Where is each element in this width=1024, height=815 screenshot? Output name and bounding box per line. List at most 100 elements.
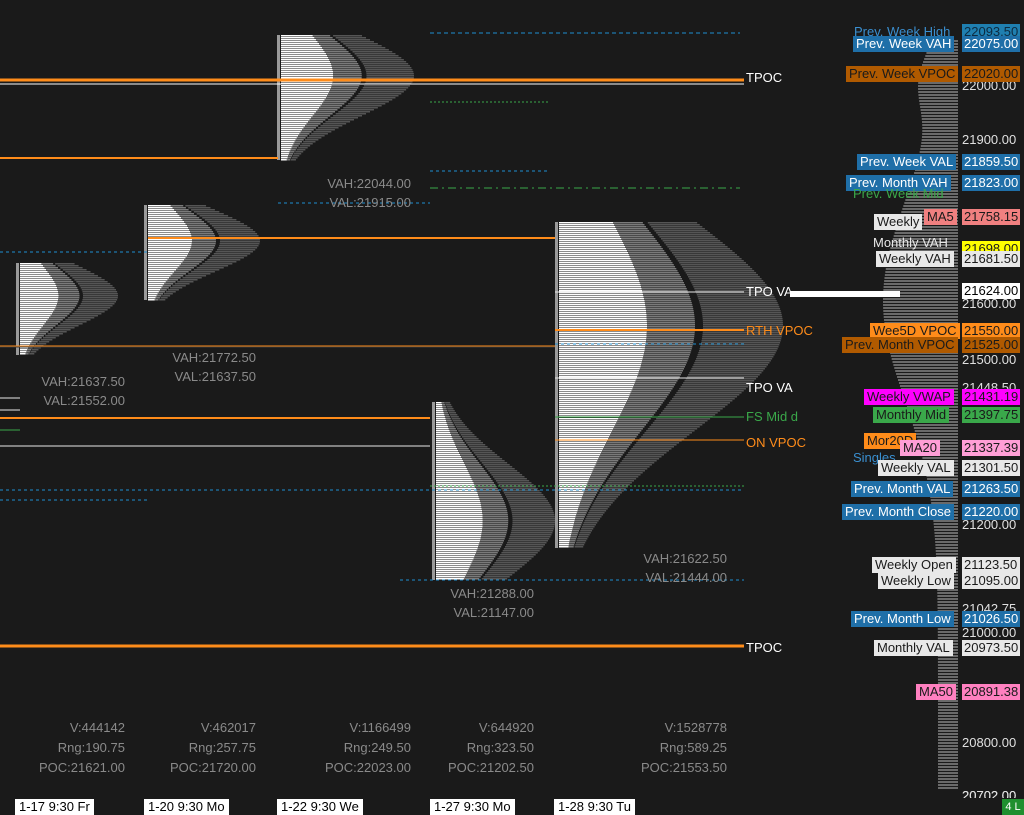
profile-bar bbox=[508, 538, 550, 540]
profile-bar bbox=[683, 268, 753, 270]
price-label: 21123.50 bbox=[962, 557, 1020, 573]
profile-bar bbox=[498, 484, 534, 486]
profile-bar bbox=[20, 343, 31, 345]
price-label: 21758.15 bbox=[962, 209, 1020, 225]
profile-bar bbox=[599, 456, 622, 458]
profile-bar bbox=[31, 341, 38, 343]
profile-bar bbox=[691, 282, 765, 284]
profile-bar bbox=[348, 47, 386, 49]
profile-bar bbox=[481, 534, 507, 536]
corner-badge[interactable]: 4 L bbox=[1002, 799, 1024, 815]
profile-bar bbox=[76, 309, 108, 311]
profile-bar bbox=[302, 129, 314, 131]
profile-bar bbox=[482, 520, 509, 522]
profile-bar bbox=[701, 338, 782, 340]
profile-bar bbox=[482, 516, 509, 518]
profile-bar bbox=[603, 486, 628, 488]
profile-bar bbox=[468, 472, 487, 474]
volume-bar bbox=[918, 88, 958, 90]
profile-bar bbox=[31, 349, 39, 351]
profile-bar bbox=[642, 434, 690, 436]
volume-bar bbox=[937, 589, 958, 591]
profile-bar bbox=[681, 384, 751, 386]
profile-bar bbox=[436, 462, 464, 464]
profile-bar bbox=[354, 97, 396, 99]
profile-bar bbox=[634, 382, 677, 384]
profile-bar bbox=[436, 500, 480, 502]
profile-bar bbox=[318, 127, 339, 129]
profile-bar bbox=[641, 364, 686, 366]
profile-bar bbox=[494, 478, 527, 480]
profile-bar bbox=[559, 344, 646, 346]
profile-bar bbox=[559, 448, 604, 450]
profile-bar bbox=[436, 530, 483, 532]
profile-bar bbox=[148, 287, 162, 289]
profile-bar bbox=[148, 265, 180, 267]
profile-bar bbox=[646, 312, 694, 314]
profile-bar bbox=[616, 422, 648, 424]
profile-bar bbox=[617, 466, 650, 468]
profile-bar bbox=[644, 432, 692, 434]
profile-bar bbox=[281, 113, 315, 115]
volume-bar bbox=[937, 736, 958, 738]
profile-bar bbox=[148, 271, 175, 273]
profile-bar bbox=[702, 326, 783, 328]
volume-bar bbox=[937, 766, 958, 768]
profile-bar bbox=[281, 109, 318, 111]
profile-bar bbox=[634, 268, 677, 270]
profile-bar bbox=[72, 313, 102, 315]
profile-bar bbox=[475, 488, 498, 490]
profile-bar bbox=[483, 464, 510, 466]
profile-bar bbox=[296, 137, 306, 139]
profile-bar bbox=[148, 267, 178, 269]
profile-bar bbox=[559, 510, 578, 512]
profile-bar bbox=[618, 418, 651, 420]
profile-bar bbox=[482, 524, 509, 526]
profile-bar bbox=[507, 540, 548, 542]
profile-bar bbox=[281, 55, 328, 57]
profile-bar bbox=[20, 331, 39, 333]
profile-bar bbox=[49, 273, 66, 275]
profile-bar bbox=[321, 103, 345, 105]
profile-bar bbox=[20, 333, 37, 335]
profile-bar bbox=[193, 269, 220, 271]
profile-bar bbox=[639, 368, 685, 370]
profile-bar bbox=[559, 522, 575, 524]
profile-bar bbox=[588, 512, 605, 514]
profile-bar bbox=[559, 284, 641, 286]
profile-bar bbox=[559, 232, 619, 234]
profile-bar bbox=[676, 258, 742, 260]
profile-bar bbox=[559, 380, 636, 382]
volume-bar bbox=[891, 241, 958, 243]
profile-bar bbox=[597, 460, 619, 462]
profile-bar bbox=[308, 121, 323, 123]
profile-bar bbox=[638, 372, 682, 374]
profile-bar bbox=[46, 321, 61, 323]
profile-bar bbox=[621, 460, 657, 462]
volume-bar bbox=[922, 127, 958, 129]
profile-bar bbox=[473, 452, 495, 454]
profile-bar bbox=[450, 432, 459, 434]
profile-bar bbox=[559, 226, 616, 228]
price-tick: 21000.00 bbox=[962, 625, 1017, 640]
profile-bar bbox=[211, 225, 248, 227]
profile-bar bbox=[604, 446, 629, 448]
profile-bar bbox=[182, 261, 202, 263]
volume-bar bbox=[892, 238, 958, 240]
profile-bar bbox=[350, 101, 389, 103]
profile-bar bbox=[621, 238, 656, 240]
level-tag: Weekly VWAP bbox=[864, 389, 954, 405]
profile-bar bbox=[559, 454, 601, 456]
profile-bar bbox=[20, 293, 59, 295]
volume-bar bbox=[937, 592, 958, 594]
profile-bar bbox=[559, 286, 642, 288]
profile-bar bbox=[618, 464, 652, 466]
profile-bar bbox=[329, 91, 356, 93]
profile-bar bbox=[315, 111, 336, 113]
profile-bar bbox=[575, 542, 586, 544]
profile-bar bbox=[436, 452, 460, 454]
profile-bar bbox=[702, 324, 783, 326]
profile-bar bbox=[578, 508, 589, 510]
volume-bar bbox=[937, 715, 958, 717]
